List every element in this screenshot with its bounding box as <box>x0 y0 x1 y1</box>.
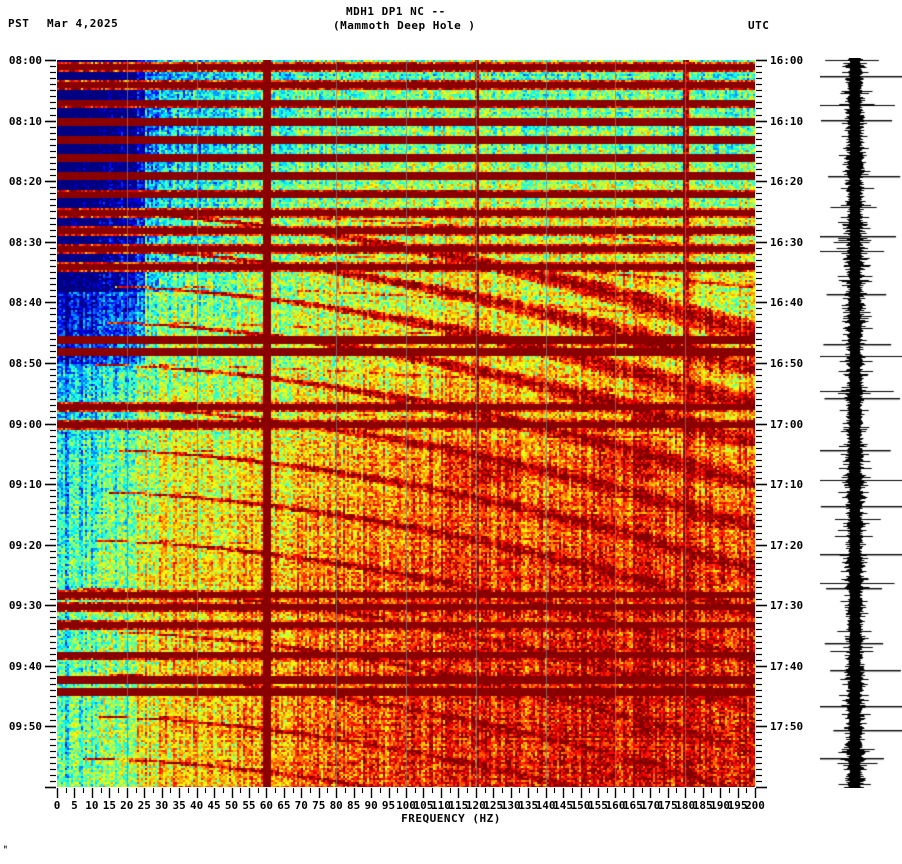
x-axis-label-frequency: 110 <box>430 799 451 812</box>
y-axis-label-pst: 08:50 <box>8 356 42 370</box>
y-axis-label-utc: 16:40 <box>770 296 804 310</box>
x-axis-label-frequency: 195 <box>727 799 748 812</box>
x-axis-label-frequency: 85 <box>347 799 361 812</box>
y-axis-label-utc: 17:40 <box>770 659 804 673</box>
x-axis-label-frequency: 45 <box>207 799 221 812</box>
y-axis-label-utc: 17:50 <box>770 720 804 734</box>
spectrogram-plot[interactable] <box>57 60 755 787</box>
x-axis-label-frequency: 165 <box>622 799 643 812</box>
date-label: Mar 4,2025 <box>47 17 119 30</box>
x-axis-label-frequency: 105 <box>413 799 434 812</box>
x-axis-label-frequency: 160 <box>605 799 626 812</box>
x-axis-label-frequency: 135 <box>518 799 539 812</box>
x-axis-label-frequency: 40 <box>189 799 204 812</box>
x-axis-label-frequency: 10 <box>85 799 99 812</box>
y-axis-label-utc: 16:10 <box>770 114 804 128</box>
y-axis-label-pst: 09:20 <box>8 538 42 552</box>
x-axis-label-frequency: 20 <box>120 799 134 812</box>
x-axis-label-frequency: 180 <box>675 799 696 812</box>
y-axis-label-utc: 16:50 <box>770 356 804 370</box>
x-axis-title: FREQUENCY (HZ) <box>401 812 501 825</box>
x-axis-label-frequency: 60 <box>259 799 274 812</box>
timezone-label-right: UTC <box>748 19 770 32</box>
x-axis-label-frequency: 5 <box>71 799 78 812</box>
x-axis-label-frequency: 70 <box>294 799 308 812</box>
x-axis-label-frequency: 65 <box>277 799 291 812</box>
page-title: MDH1 DP1 NC -- <box>346 5 446 18</box>
y-axis-label-pst: 09:00 <box>8 417 42 431</box>
page-subtitle: (Mammoth Deep Hole ) <box>333 19 476 32</box>
x-axis-label-frequency: 90 <box>364 799 378 812</box>
y-axis-label-utc: 17:30 <box>770 599 804 613</box>
x-axis-label-frequency: 125 <box>483 799 504 812</box>
x-axis-label-frequency: 145 <box>553 799 573 812</box>
x-axis-label-frequency: 50 <box>224 799 239 812</box>
x-axis-label-frequency: 0 <box>53 799 61 812</box>
seismogram-panel[interactable] <box>820 58 902 788</box>
y-axis-label-pst: 08:30 <box>8 235 42 249</box>
x-axis-label-frequency: 30 <box>155 799 169 812</box>
x-axis-label-frequency: 80 <box>329 799 343 812</box>
x-axis-label-frequency: 200 <box>745 799 765 812</box>
y-axis-label-utc: 16:30 <box>770 235 804 249</box>
x-axis-label-frequency: 140 <box>535 799 556 812</box>
y-axis-label-pst: 08:10 <box>8 114 42 128</box>
x-axis-label-frequency: 25 <box>137 799 151 812</box>
timezone-label-left: PST <box>8 17 30 30</box>
x-axis-label-frequency: 190 <box>710 799 731 812</box>
y-axis-label-pst: 08:00 <box>8 54 42 67</box>
x-axis-label-frequency: 100 <box>396 799 416 812</box>
y-axis-label-utc: 17:00 <box>770 417 804 431</box>
spectrogram-image[interactable] <box>57 60 755 787</box>
x-axis-label-frequency: 35 <box>172 799 186 812</box>
y-axis-label-pst: 09:10 <box>8 478 42 492</box>
x-axis-label-frequency: 115 <box>448 799 469 812</box>
y-axis-label-pst: 08:20 <box>8 175 42 189</box>
y-axis-label-pst: 09:40 <box>8 659 42 673</box>
y-axis-label-utc: 17:10 <box>770 478 804 492</box>
x-axis-label-frequency: 95 <box>381 799 396 812</box>
x-axis-label-frequency: 15 <box>102 799 116 812</box>
seismogram-trace[interactable] <box>820 58 902 788</box>
x-axis-label-frequency: 75 <box>312 799 326 812</box>
x-axis-label-frequency: 175 <box>657 799 678 812</box>
y-axis-label-pst: 09:50 <box>8 720 42 734</box>
x-axis-label-frequency: 185 <box>692 799 713 812</box>
y-axis-label-pst: 08:40 <box>8 296 42 310</box>
y-axis-label-pst: 09:30 <box>8 599 42 613</box>
y-axis-label-utc: 16:00 <box>770 54 804 67</box>
x-axis-label-frequency: 55 <box>242 799 256 812</box>
x-axis-label-frequency: 150 <box>570 799 591 812</box>
x-axis-label-frequency: 130 <box>500 799 521 812</box>
x-axis-label-frequency: 170 <box>640 799 661 812</box>
x-axis-label-frequency: 155 <box>588 799 608 812</box>
x-axis-label-frequency: 120 <box>465 799 486 812</box>
corner-artifact-mark: ᴴ <box>3 844 8 853</box>
y-axis-label-utc: 17:20 <box>770 538 804 552</box>
y-axis-label-utc: 16:20 <box>770 175 804 189</box>
